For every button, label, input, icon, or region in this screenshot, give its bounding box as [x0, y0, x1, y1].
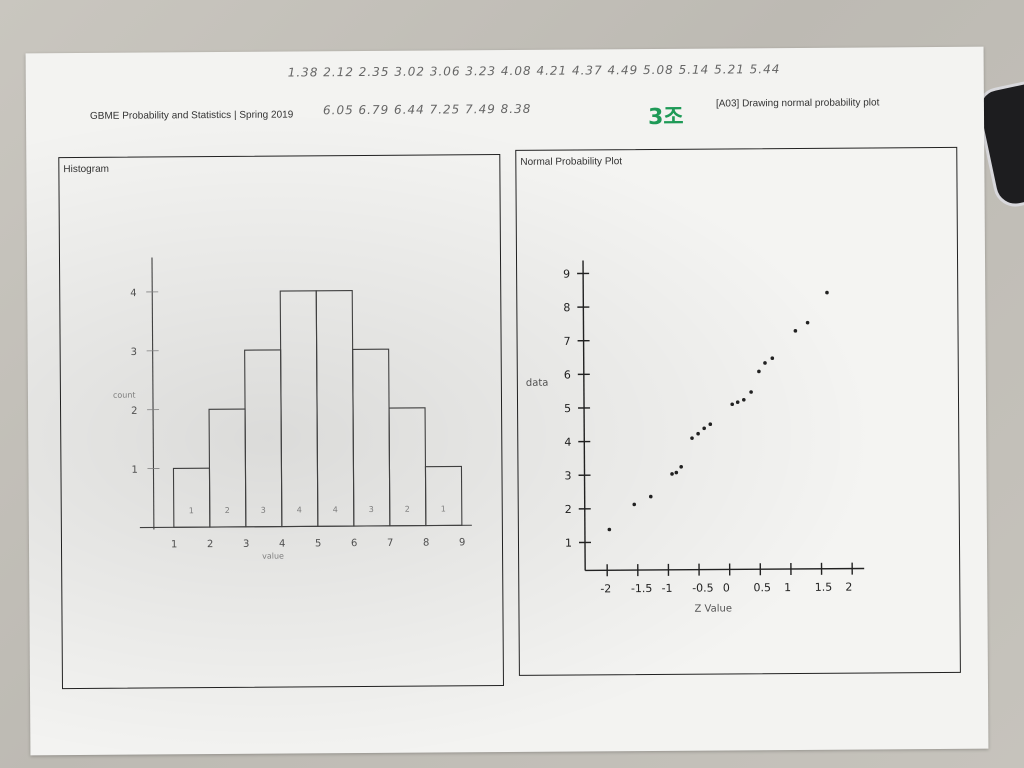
normal-plot-y-tick-label: 7 — [564, 335, 571, 348]
normal-plot-x-tick-label: -1.5 — [631, 582, 653, 595]
histogram-bar-label: 3 — [369, 505, 374, 514]
normal-plot-x-tick-label: -0.5 — [692, 582, 714, 595]
histogram-y-axis — [151, 257, 155, 530]
normal-plot-x-tick-label: -2 — [600, 582, 611, 595]
histogram-x-tick-label: 9 — [459, 537, 465, 548]
normal-plot-x-tick-label: 2 — [845, 581, 852, 594]
normal-plot-point — [825, 290, 829, 295]
histogram-chart: 1 2 3 4 count 1 2 3 4 5 6 7 8 9 value 1 2 3 4 4 3 2 1 — [113, 257, 472, 561]
normal-plot-point — [632, 502, 637, 507]
histogram-bar-label: 3 — [261, 506, 266, 515]
normal-plot-point — [735, 400, 740, 404]
histogram-x-tick-label: 6 — [351, 538, 357, 549]
histogram-x-tick-label: 7 — [387, 538, 393, 549]
normal-plot-point — [793, 329, 798, 333]
handwritten-data-row-1: 1.38 2.12 2.35 3.02 3.06 3.23 4.08 4.21 … — [287, 62, 781, 80]
histogram-x-tick-label: 8 — [423, 538, 429, 549]
normal-plot-panel: Normal Probability Plot 1 2 3 4 5 6 7 8 9 data -2-… — [515, 146, 961, 676]
normal-plot-x-axis — [585, 567, 865, 572]
histogram-bar-label: 1 — [441, 504, 446, 513]
histogram-bar-label: 2 — [405, 505, 410, 514]
normal-plot-x-tick-label: 0.5 — [753, 581, 771, 594]
histogram-bar-label: 4 — [297, 505, 302, 514]
normal-plot-point — [690, 436, 694, 440]
assignment-title: [A03] Drawing normal probability plot — [715, 97, 880, 110]
normal-plot-point — [757, 369, 761, 374]
normal-plot-point — [805, 320, 810, 325]
normal-plot-y-tick-label: 5 — [564, 402, 571, 415]
normal-plot-y-axis — [582, 260, 586, 571]
histogram-x-tick-label: 5 — [315, 538, 321, 549]
histogram-bar — [244, 349, 283, 528]
normal-plot-x-tick-label: 0 — [723, 581, 730, 594]
normal-plot-y-axis-label: data — [526, 378, 549, 389]
normal-plot-y-tick-label: 1 — [565, 537, 572, 550]
normal-plot-y-tick-label: 9 — [563, 268, 570, 281]
histogram-y-tick-label: 1 — [131, 465, 137, 476]
normal-plot-x-tick-label: 1.5 — [815, 581, 833, 594]
normal-plot-point — [708, 422, 713, 427]
normal-plot-y-tick-label: 8 — [563, 301, 570, 314]
normal-plot-point — [696, 431, 700, 436]
normal-plot-point — [702, 426, 706, 431]
normal-plot-point — [742, 397, 746, 402]
course-title: GBME Probability and Statistics | Spring… — [89, 109, 294, 122]
group-mark: 3조 — [647, 104, 684, 131]
histogram-panel: Histogram 1 2 3 4 count 1 2 3 4 5 6 7 8 9 value 1 2 3 4 4 3 2… — [58, 154, 504, 690]
normal-plot-point — [648, 494, 653, 499]
histogram-bar-label: 1 — [189, 506, 194, 515]
normal-plot-x-tick-label: 1 — [784, 581, 791, 594]
normal-plot-y-tick-label: 6 — [564, 368, 571, 381]
normal-plot-x-tick-label: -1 — [662, 582, 673, 595]
histogram-bar-label: 2 — [225, 506, 230, 515]
histogram-x-tick-label: 1 — [171, 539, 177, 550]
histogram-bar — [172, 467, 211, 528]
histogram-x-tick-label: 2 — [207, 539, 213, 550]
worksheet-paper: 1.38 2.12 2.35 3.02 3.06 3.23 4.08 4.21 … — [25, 46, 989, 756]
histogram-bar — [279, 290, 319, 528]
normal-plot-point — [763, 361, 767, 365]
normal-plot-point — [749, 390, 753, 394]
normal-plot-point — [770, 356, 775, 361]
histogram-y-tick-label: 4 — [130, 288, 136, 299]
histogram-x-tick-label: 3 — [243, 539, 249, 550]
histogram-x-axis-label: value — [262, 552, 284, 561]
histogram-bar — [352, 348, 391, 527]
handwritten-data-row-2: 6.05 6.79 6.44 7.25 7.49 8.38 — [322, 101, 532, 118]
histogram-bar — [315, 289, 355, 527]
normal-plot-y-tick-label: 3 — [564, 469, 571, 482]
normal-plot-x-axis-label: Z Value — [694, 603, 732, 614]
normal-plot-point — [670, 472, 674, 476]
normal-plot-point — [607, 527, 612, 532]
histogram-y-tick-label: 2 — [131, 406, 137, 417]
normal-plot-point — [679, 465, 683, 469]
normal-plot-y-tick-label: 2 — [565, 503, 572, 516]
normal-plot-y-tick-label: 4 — [564, 436, 571, 449]
normal-plot-point — [730, 402, 735, 407]
histogram-y-tick-label: 3 — [131, 347, 137, 358]
histogram-y-axis-label: count — [113, 391, 136, 400]
normal-probability-chart: 1 2 3 4 5 6 7 8 9 data -2 -1.5 -1 -0.5 0 0.5 1 1.5 2 Z Valu… — [526, 260, 865, 615]
histogram-x-tick-label: 4 — [279, 539, 285, 550]
histogram-bar-label: 4 — [333, 505, 338, 514]
normal-plot-point — [674, 470, 679, 475]
histogram-bar — [424, 465, 463, 527]
